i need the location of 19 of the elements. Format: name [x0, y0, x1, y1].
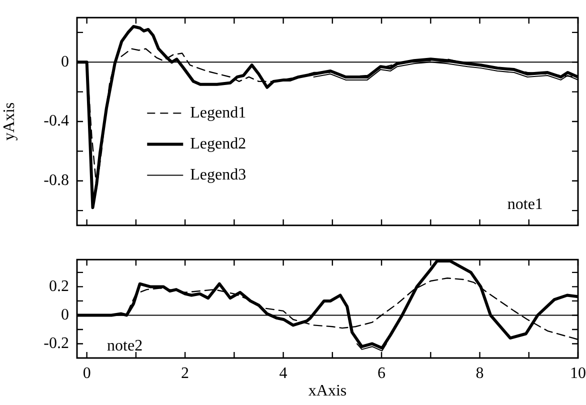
x-tick-label: 8	[476, 364, 484, 382]
y-tick-label: 0	[61, 306, 69, 324]
legend-label: Legend3	[190, 166, 246, 184]
x-tick-label: 10	[570, 364, 586, 382]
x-tick-label: 0	[82, 364, 91, 382]
annotation: note1	[507, 196, 543, 213]
y-tick-label: 0.2	[49, 278, 69, 295]
x-tick-label: 2	[181, 364, 190, 382]
legend-label: Legend1	[190, 104, 246, 122]
y-tick-label: -0.2	[44, 334, 69, 352]
y-tick-label: 0	[61, 53, 69, 70]
y-tick-label: -0.4	[44, 112, 69, 130]
y-axis-title: yAxis	[0, 102, 18, 141]
x-tick-label: 6	[378, 364, 386, 382]
x-axis-title: xAxis	[308, 382, 347, 400]
x-tick-label: 4	[279, 364, 288, 382]
legend-label: Legend2	[190, 135, 246, 152]
y-tick-label: -0.8	[44, 172, 69, 190]
annotation: note2	[107, 337, 143, 354]
